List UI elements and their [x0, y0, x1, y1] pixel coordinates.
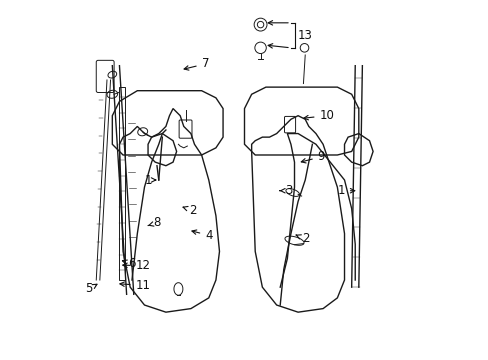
Text: 8: 8: [148, 216, 161, 229]
Text: 10: 10: [303, 109, 334, 122]
Text: 1: 1: [144, 174, 156, 186]
Text: 3: 3: [279, 184, 292, 197]
Text: 12: 12: [122, 259, 150, 272]
Text: 2: 2: [183, 204, 196, 217]
Text: 5: 5: [85, 283, 97, 296]
Text: 4: 4: [192, 229, 212, 242]
Text: 1: 1: [337, 184, 354, 197]
Text: 7: 7: [183, 57, 209, 71]
Text: 11: 11: [120, 279, 150, 292]
Text: 2: 2: [295, 233, 308, 246]
Text: 9: 9: [301, 150, 325, 163]
Text: 13: 13: [297, 29, 312, 42]
Text: 6: 6: [122, 257, 136, 270]
